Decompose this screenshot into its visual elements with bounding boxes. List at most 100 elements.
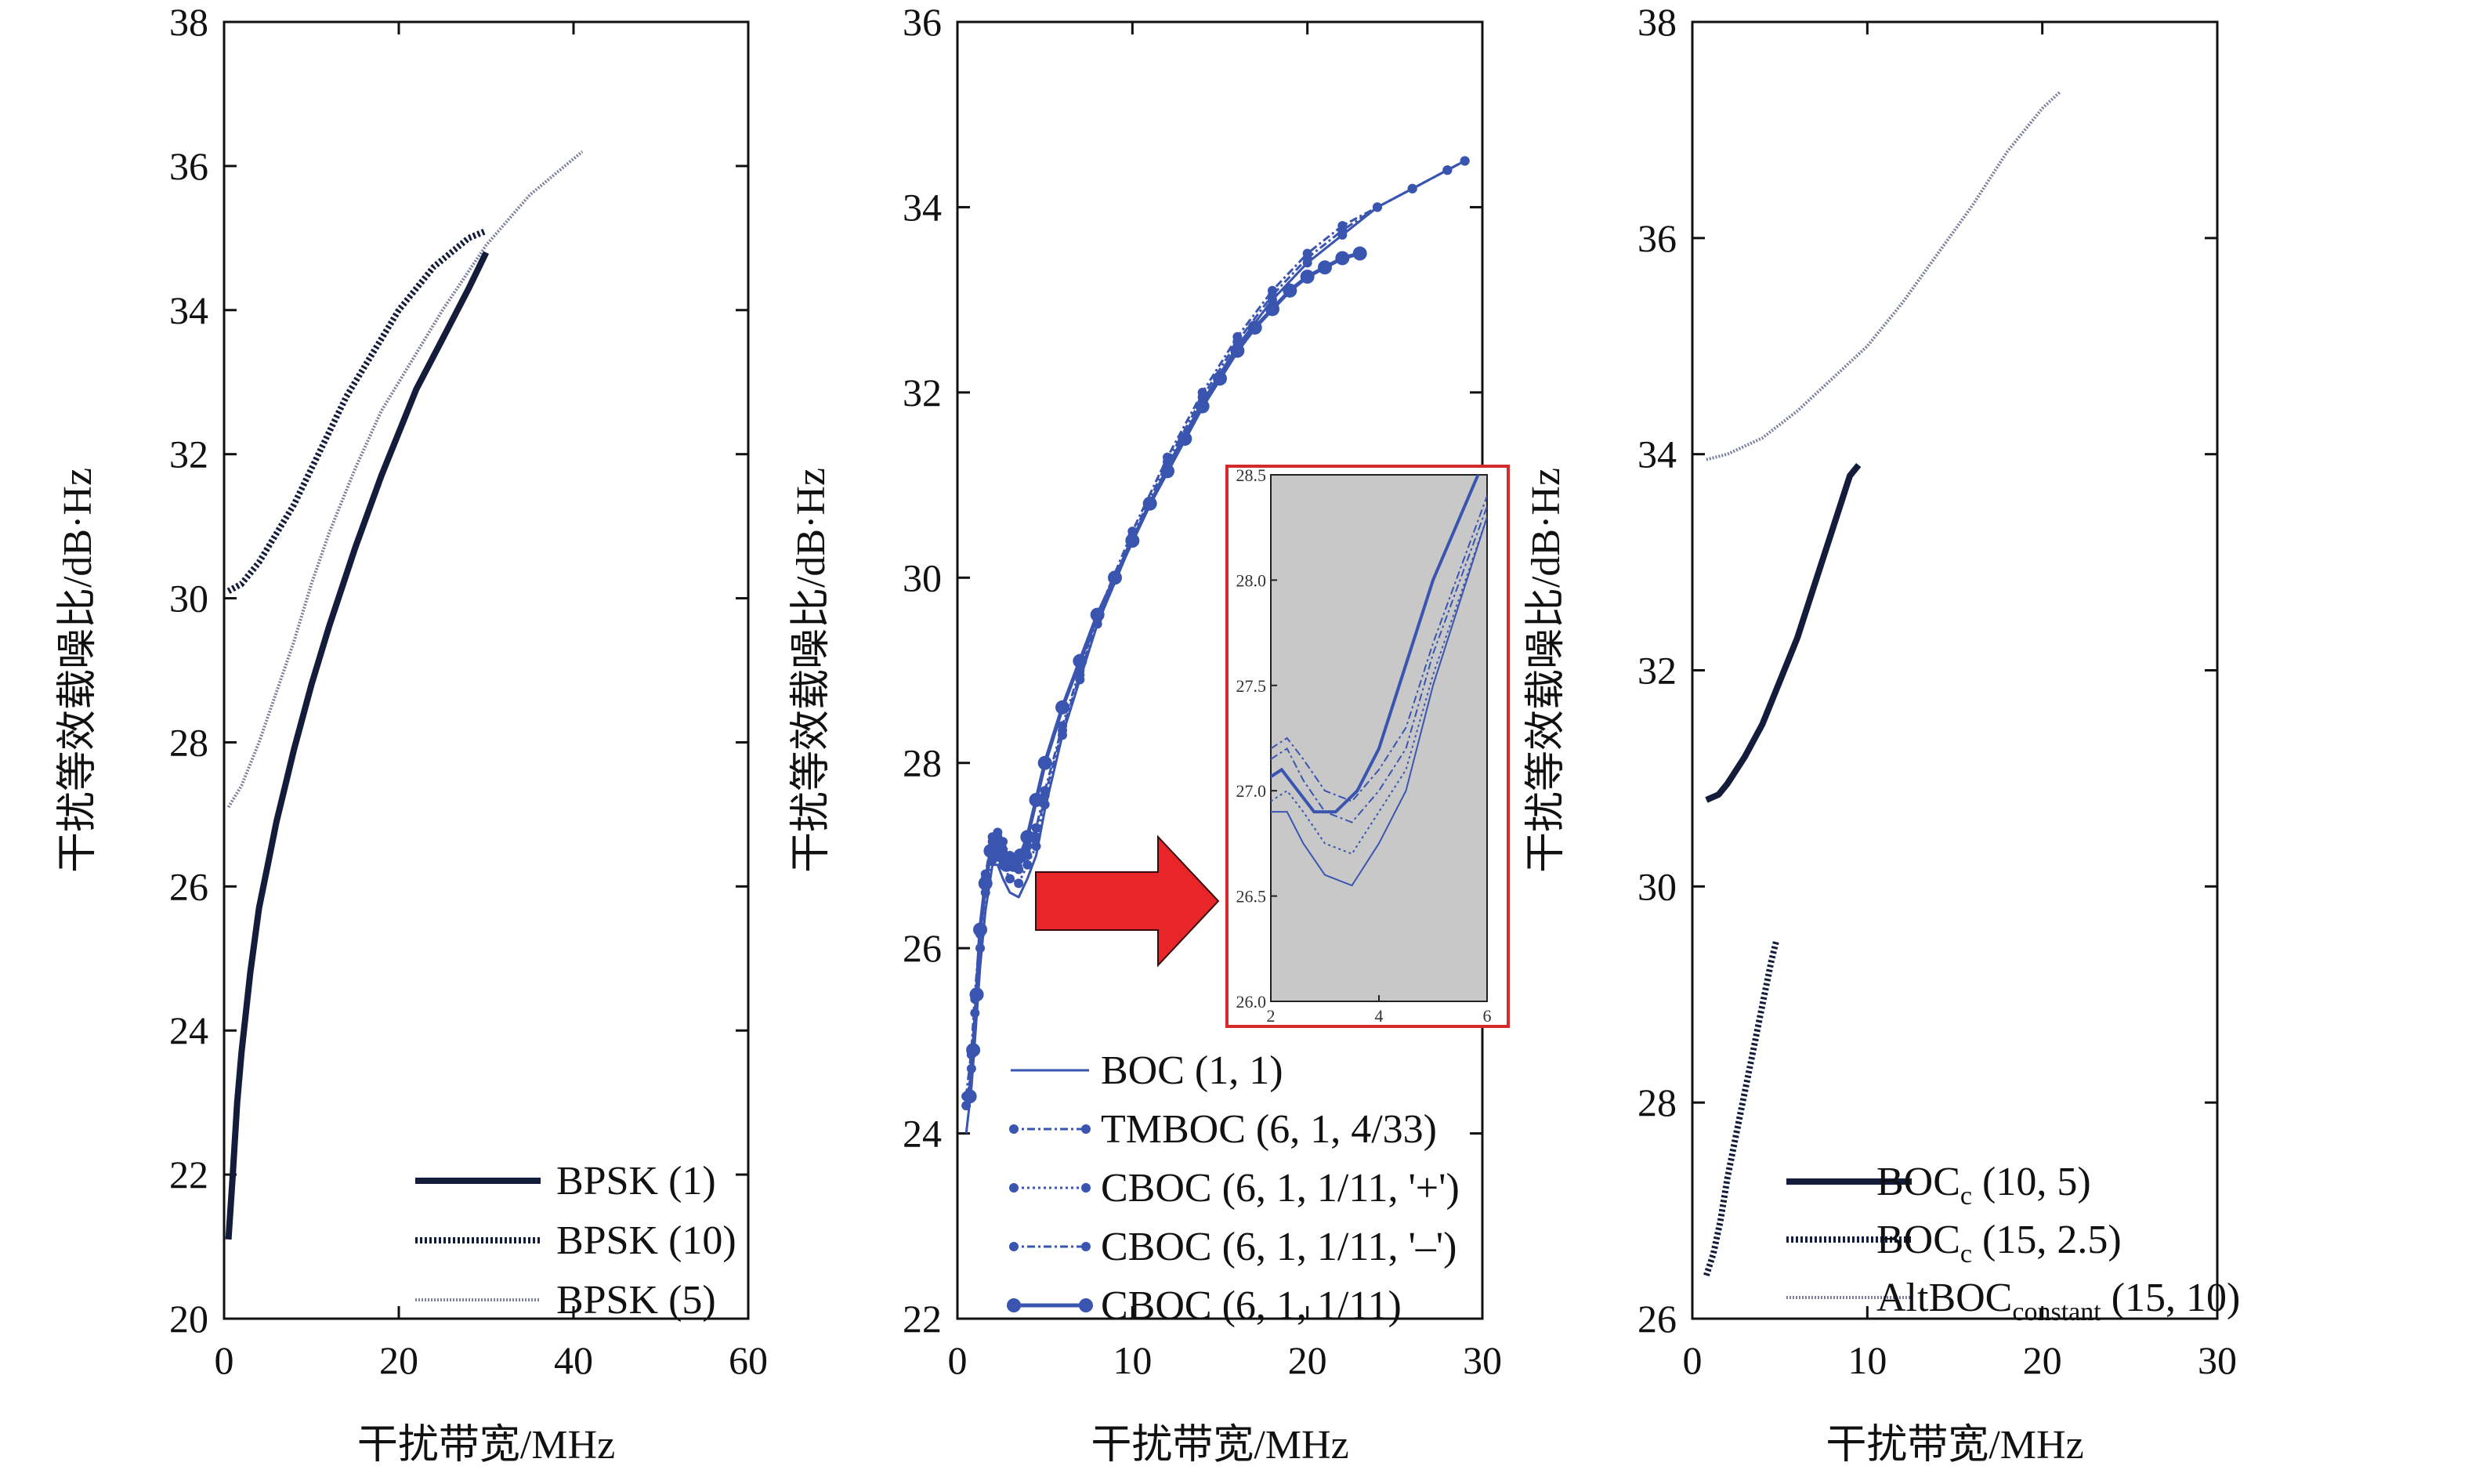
legend-entry-base: BOC [1876,1160,1960,1204]
series-point [1195,399,1210,414]
y-tick-label: 32 [1637,649,1677,693]
series-point [1460,156,1470,166]
series-point [969,987,984,1002]
series-point [1213,371,1227,386]
series-point [1283,283,1297,298]
series-point [1160,464,1174,479]
x-tick-label: 20 [1288,1338,1327,1382]
y-tick-label: 26 [903,926,942,970]
panel-right: 0 10 20 30 26 28 30 32 34 36 38 干扰带宽/MHz 干扰等效载噪比/dB·… [1524,0,2240,1468]
y-axis-label: 干扰等效载噪比/dB·Hz [789,468,834,873]
series-point [1442,165,1453,176]
legend-marker [1009,1183,1019,1193]
series-line [226,150,584,809]
series-line [1703,939,1780,1277]
legend-entry-subscript: c [1960,1182,1972,1211]
legend-marker [1081,1124,1091,1134]
y-tick-label: 24 [903,1112,942,1156]
legend-entry-base: AltBOC [1876,1276,2012,1320]
series-point [1335,251,1350,266]
inset-x-tick-label: 2 [1267,1006,1276,1026]
plot-frame [223,20,750,1320]
series-point [1230,343,1245,358]
series-line [1706,91,2061,461]
y-tick-label: 24 [169,1008,208,1052]
series-point [1142,496,1157,511]
x-tick-label: 60 [729,1338,768,1382]
inset-series-line [1271,516,1487,887]
y-tick-label: 26 [169,864,208,908]
legend-entry: TMBOC (6, 1, 4/33) [1101,1107,1437,1152]
y-tick-label: 28 [1637,1080,1677,1124]
legend-entry-subscript: c [1960,1240,1972,1269]
y-tick-label: 34 [903,185,942,229]
legend-entry: BOCc (15, 2.5) [1876,1218,2122,1269]
legend-marker [1007,1298,1021,1312]
y-tick-label: 32 [169,433,208,476]
series-line [1705,462,1862,803]
x-tick-label: 30 [1463,1338,1502,1382]
series-point [1232,336,1243,346]
x-axis-label: 干扰带宽/MHz [1091,1423,1348,1468]
y-tick-label: 30 [903,556,942,599]
series-point [1055,700,1069,715]
legend-entry: BOCc (10, 5) [1876,1160,2091,1211]
legend-entry: CBOC (6, 1, 1/11) [1101,1283,1402,1328]
series-point [1013,848,1028,863]
legend-entry-params: (10, 5) [1972,1160,2091,1204]
legend-entry-subscript: constant [2012,1298,2101,1327]
y-tick-label: 38 [1637,0,1677,44]
series-point [1300,270,1315,284]
y-tick-label: 30 [169,577,208,621]
series-point [1247,320,1262,335]
legend-entry: CBOC (6, 1, 1/11, '–') [1101,1225,1457,1269]
x-tick-label: 0 [215,1338,234,1382]
series-point [966,1043,981,1058]
series-point [1037,755,1052,770]
x-tick-label: 0 [948,1338,968,1382]
legend-entry-base: BOC [1876,1218,1960,1262]
inset-y-tick-label: 28.5 [1236,465,1267,485]
x-tick-label: 20 [2023,1338,2062,1382]
y-tick-label: 34 [169,288,208,332]
legend-entry: AltBOCconstant (15, 10) [1876,1276,2240,1327]
panel-left: 0 20 40 6020222426283032343638干扰带宽/MHz干扰等效载… [56,0,768,1468]
x-tick-label: 0 [1683,1338,1703,1382]
y-tick-label: 36 [903,0,942,44]
legend-entry: BPSK (5) [556,1278,716,1323]
series-point [1058,726,1067,736]
series-point [1352,246,1367,261]
y-tick-label: 32 [903,371,942,414]
y-tick-label: 38 [169,0,208,44]
legend-marker [1009,1124,1019,1134]
series-point [1125,534,1140,548]
x-axis-label: 干扰带宽/MHz [357,1423,615,1468]
inset-x-tick-label: 6 [1483,1006,1492,1026]
y-tick-label: 28 [903,741,942,785]
series-point [1302,253,1312,263]
legend-entry: CBOC (6, 1, 1/11, '+') [1101,1166,1460,1211]
series-point [1014,878,1024,889]
inset-x-tick-label: 4 [1375,1006,1384,1026]
y-tick-label: 36 [1637,216,1677,260]
legend-entry: BOC (1, 1) [1101,1048,1283,1093]
x-axis-label: 干扰带宽/MHz [1826,1423,2083,1468]
inset-y-tick-label: 27.5 [1236,676,1267,696]
series-point [1073,653,1087,668]
legend-entry-params: (15, 10) [2101,1276,2241,1320]
x-tick-label: 20 [379,1338,418,1382]
x-tick-label: 10 [1847,1338,1887,1382]
inset-y-tick-label: 26.0 [1236,992,1267,1012]
y-tick-label: 20 [169,1297,208,1341]
series-point [1022,860,1033,870]
y-axis-label: 干扰等效载噪比/dB·Hz [56,468,100,873]
y-axis-label: 干扰等效载噪比/dB·Hz [1524,468,1569,873]
legend-marker [1079,1298,1093,1312]
series-point [1337,225,1348,235]
series-point [973,922,988,937]
series-point [1020,830,1035,845]
series-point [1373,202,1382,212]
inset-y-tick-label: 26.5 [1236,887,1267,907]
legend-entry: BPSK (1) [556,1159,716,1203]
